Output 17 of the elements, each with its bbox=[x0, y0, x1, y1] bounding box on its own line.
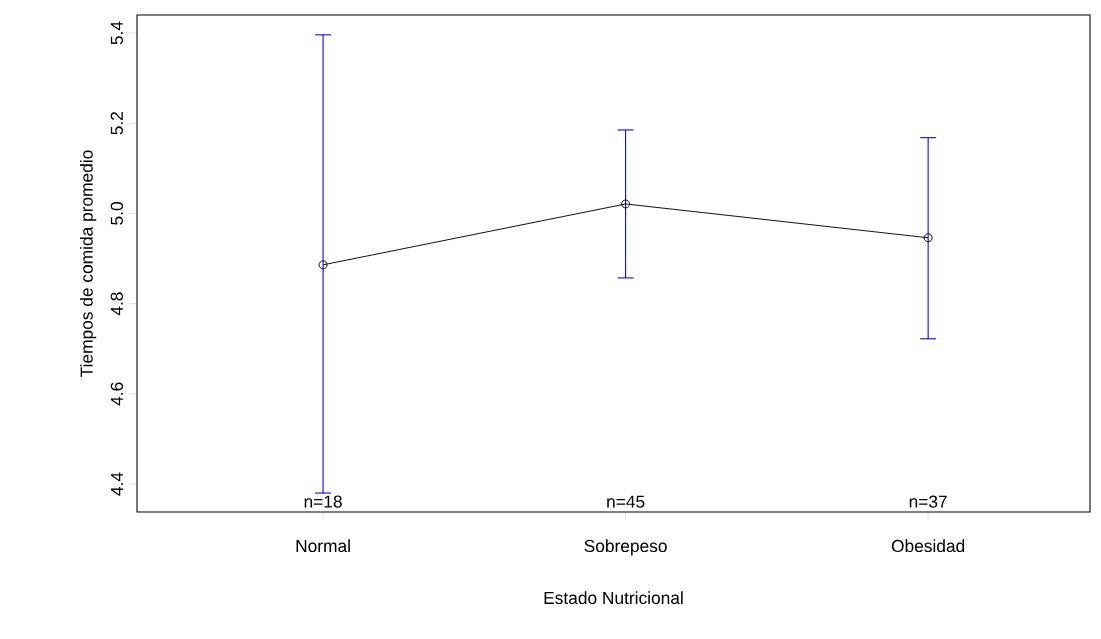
y-tick-label: 4.8 bbox=[110, 292, 123, 316]
y-tick-label: 5.4 bbox=[110, 21, 123, 45]
y-tick-label: 5.0 bbox=[110, 202, 123, 225]
annotation: n=37 bbox=[909, 495, 947, 508]
x-axis-title: Estado Nutricional bbox=[544, 591, 683, 605]
y-tick-label: 4.4 bbox=[111, 472, 123, 496]
x-tick-label: Sobrepeso bbox=[584, 539, 667, 556]
annotation: n=45 bbox=[607, 495, 645, 508]
point bbox=[318, 260, 328, 270]
point bbox=[923, 233, 933, 243]
y-tick-label: 5.2 bbox=[110, 112, 123, 135]
annotation: n=18 bbox=[304, 495, 342, 508]
y-axis-title: Tiempos de comida promedio bbox=[80, 150, 97, 377]
y-tick-label: 4.6 bbox=[110, 382, 123, 406]
point bbox=[621, 199, 631, 209]
x-tick-label: Obesidad bbox=[891, 539, 965, 553]
x-tick-label: Normal bbox=[296, 539, 350, 553]
